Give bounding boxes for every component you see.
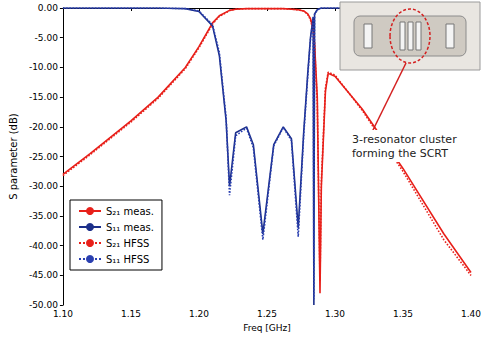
svg-text:0.00: 0.00 — [38, 3, 58, 13]
svg-text:Freq [GHz]: Freq [GHz] — [243, 323, 291, 333]
svg-text:-15.00: -15.00 — [29, 92, 58, 102]
svg-text:-45.00: -45.00 — [29, 270, 58, 280]
svg-text:S₁₁ meas.: S₁₁ meas. — [106, 222, 154, 233]
svg-text:-50.00: -50.00 — [28, 300, 58, 311]
svg-text:1.40: 1.40 — [461, 309, 481, 319]
svg-text:3-resonator cluster: 3-resonator cluster — [352, 133, 457, 146]
svg-text:1.15: 1.15 — [121, 309, 141, 319]
svg-text:-25.00: -25.00 — [29, 152, 58, 162]
svg-text:-35.00: -35.00 — [29, 211, 58, 221]
svg-text:-40.00: -40.00 — [29, 241, 58, 251]
svg-text:-30.00: -30.00 — [29, 181, 58, 191]
svg-text:S₂₁ HFSS: S₂₁ HFSS — [106, 238, 149, 249]
svg-text:1.10: 1.10 — [53, 309, 73, 319]
svg-text:-10.00: -10.00 — [29, 62, 58, 72]
svg-text:S₁₁ HFSS: S₁₁ HFSS — [106, 254, 149, 265]
svg-text:-5.00: -5.00 — [35, 33, 59, 43]
svg-text:-20.00: -20.00 — [29, 122, 58, 132]
svg-text:S parameter (dB): S parameter (dB) — [8, 113, 19, 200]
svg-text:S₂₁ meas.: S₂₁ meas. — [106, 206, 154, 217]
svg-text:1.30: 1.30 — [325, 309, 345, 319]
svg-text:forming the SCRT: forming the SCRT — [352, 147, 448, 160]
svg-text:1.25: 1.25 — [257, 309, 277, 319]
svg-text:1.35: 1.35 — [393, 309, 413, 319]
svg-text:1.20: 1.20 — [189, 309, 209, 319]
